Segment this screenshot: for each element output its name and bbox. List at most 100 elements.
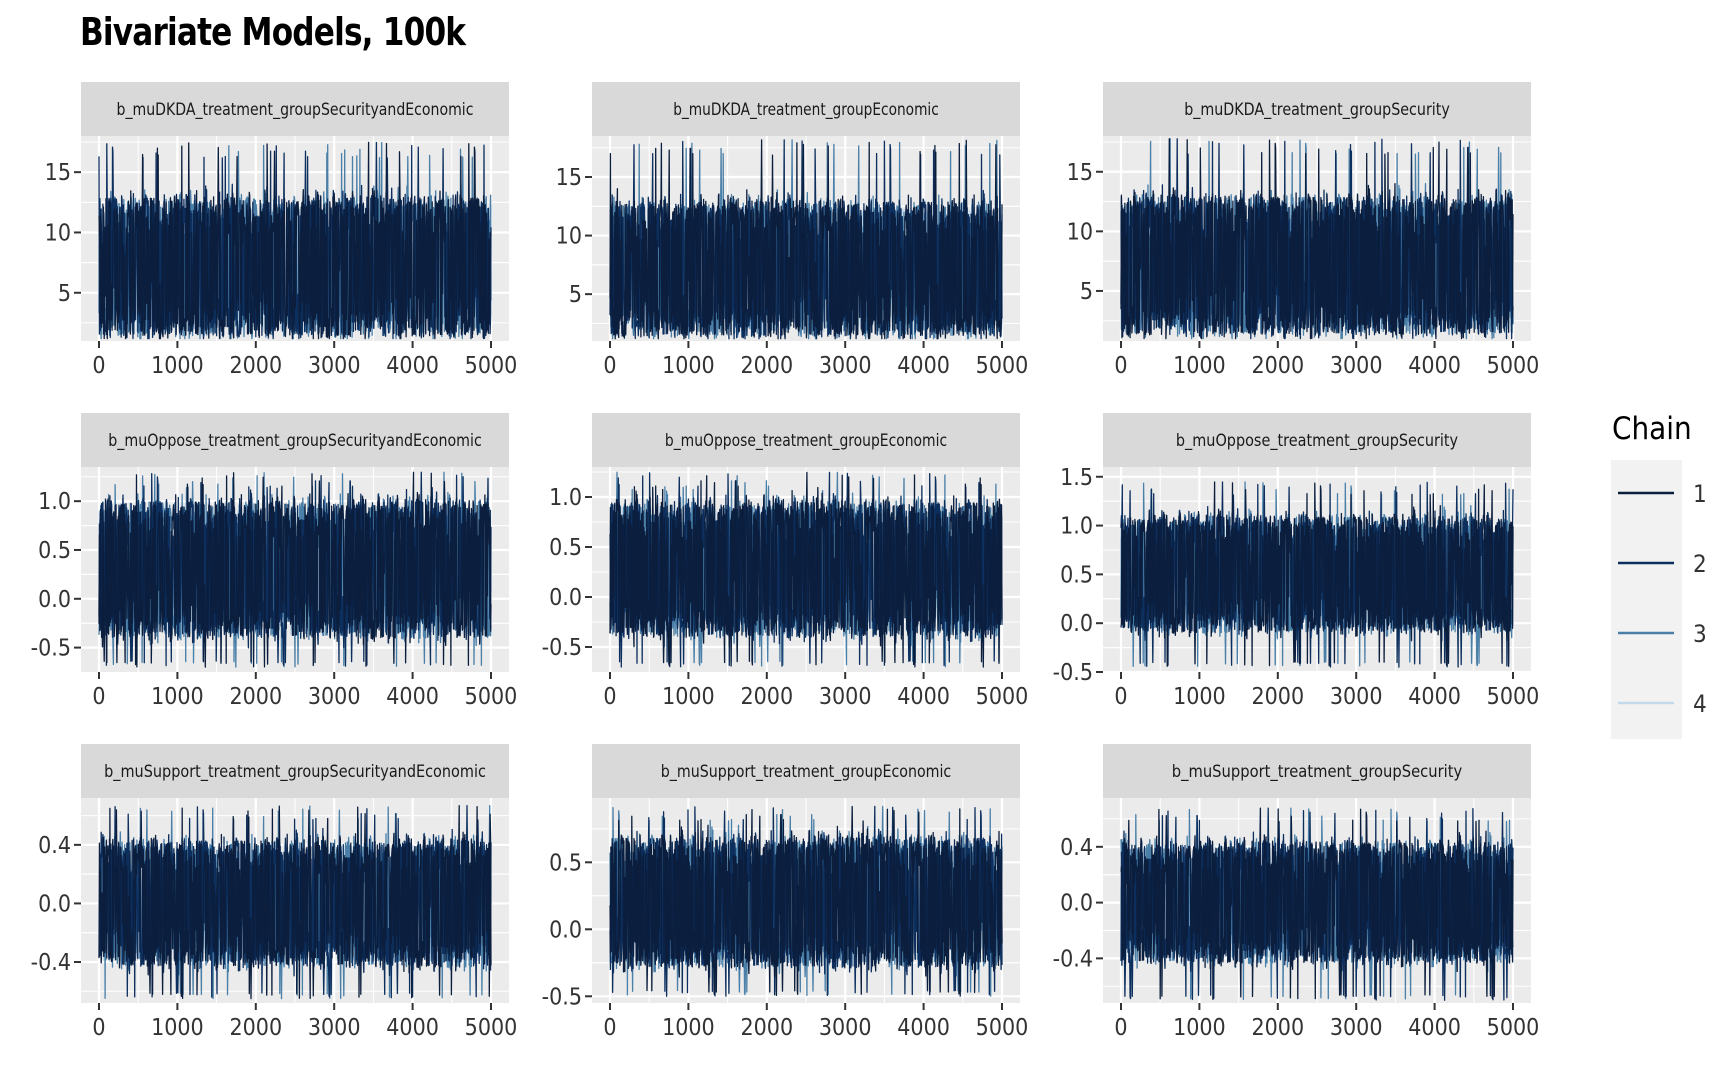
- facet-strip: [592, 744, 1020, 798]
- trace-chain-1: [1120, 481, 1514, 667]
- y-tick-label: 0.5: [549, 535, 582, 561]
- y-tick-label: 0.0: [1060, 891, 1093, 917]
- facet-strip: [1103, 413, 1531, 467]
- x-tick-label: 4000: [1408, 1015, 1461, 1041]
- y-tick-label: 0.4: [38, 833, 71, 859]
- x-tick-label: 3000: [308, 353, 361, 379]
- legend-label: 1: [1693, 480, 1707, 508]
- facet-strip: [592, 82, 1020, 136]
- y-tick-label: 0.0: [549, 917, 582, 943]
- facet-panel: b_muDKDA_treatment_groupSecurityandEcono…: [45, 82, 518, 379]
- trace-chain-1: [98, 141, 492, 340]
- x-tick-label: 5000: [465, 1015, 518, 1041]
- facet-title: b_muSupport_treatment_groupSecurityandEc…: [104, 762, 486, 782]
- x-tick-label: 2000: [1251, 353, 1304, 379]
- facet-title: b_muDKDA_treatment_groupSecurityandEcono…: [117, 100, 474, 120]
- y-tick-label: -0.4: [1053, 946, 1093, 972]
- y-tick-label: 5: [58, 281, 71, 307]
- x-tick-label: 5000: [976, 684, 1029, 710]
- legend-label: 3: [1693, 620, 1707, 648]
- x-tick-label: 5000: [976, 353, 1029, 379]
- x-tick-label: 0: [1114, 684, 1127, 710]
- y-tick-label: 10: [45, 220, 71, 246]
- y-tick-label: 5: [1080, 279, 1093, 305]
- x-tick-label: 5000: [1487, 684, 1540, 710]
- x-tick-label: 2000: [229, 353, 282, 379]
- x-tick-label: 4000: [897, 1015, 950, 1041]
- facet-panel: b_muDKDA_treatment_groupEconomic 5 10 15 0 10…: [556, 82, 1029, 379]
- y-tick-label: 0.5: [38, 538, 71, 564]
- trace-chain-1: [98, 471, 492, 668]
- trace-chain-1: [1120, 138, 1514, 340]
- y-tick-label: 0.0: [38, 891, 71, 917]
- x-tick-label: 5000: [465, 353, 518, 379]
- x-tick-label: 4000: [386, 1015, 439, 1041]
- x-tick-label: 1000: [662, 684, 715, 710]
- y-tick-label: 5: [569, 282, 582, 308]
- x-tick-label: 1000: [662, 353, 715, 379]
- x-tick-label: 3000: [1330, 1015, 1383, 1041]
- x-tick-label: 2000: [1251, 684, 1304, 710]
- trace-chain-1: [98, 805, 492, 1000]
- x-tick-label: 0: [92, 353, 105, 379]
- y-tick-label: 15: [1067, 160, 1093, 186]
- x-tick-label: 1000: [151, 1015, 204, 1041]
- y-tick-label: 1.0: [38, 489, 71, 515]
- x-tick-label: 1000: [1173, 1015, 1226, 1041]
- facet-title: b_muSupport_treatment_groupSecurity: [1172, 762, 1463, 782]
- y-tick-label: 15: [556, 165, 582, 191]
- x-tick-label: 2000: [229, 1015, 282, 1041]
- facet-strip: [1103, 744, 1531, 798]
- x-tick-label: 3000: [308, 1015, 361, 1041]
- x-tick-label: 3000: [1330, 353, 1383, 379]
- x-tick-label: 5000: [465, 684, 518, 710]
- x-tick-label: 2000: [740, 1015, 793, 1041]
- facet-title: b_muOppose_treatment_groupEconomic: [665, 431, 947, 451]
- x-tick-label: 0: [92, 1015, 105, 1041]
- x-tick-label: 4000: [1408, 684, 1461, 710]
- y-tick-label: 0.4: [1060, 835, 1093, 861]
- x-tick-label: 0: [603, 353, 616, 379]
- x-tick-label: 4000: [897, 684, 950, 710]
- x-tick-label: 1000: [1173, 353, 1226, 379]
- y-tick-label: -0.5: [542, 635, 582, 661]
- x-tick-label: 1000: [151, 353, 204, 379]
- x-tick-label: 5000: [1487, 353, 1540, 379]
- x-tick-label: 2000: [740, 353, 793, 379]
- x-tick-label: 0: [1114, 353, 1127, 379]
- legend-label: 2: [1693, 550, 1707, 578]
- trace-chain-1: [1120, 807, 1514, 1001]
- y-tick-label: 10: [1067, 219, 1093, 245]
- facet-title: b_muSupport_treatment_groupEconomic: [661, 762, 952, 782]
- facet-strip: [81, 82, 509, 136]
- x-tick-label: 2000: [740, 684, 793, 710]
- x-tick-label: 3000: [819, 1015, 872, 1041]
- facet-title: b_muDKDA_treatment_groupEconomic: [673, 100, 939, 120]
- facet-strip: [1103, 82, 1531, 136]
- y-tick-label: 0.5: [549, 850, 582, 876]
- y-tick-label: 0.0: [549, 585, 582, 611]
- trace-chain-2: [98, 141, 492, 340]
- y-tick-label: -0.4: [31, 950, 71, 976]
- facet-title: b_muOppose_treatment_groupSecurity: [1176, 431, 1458, 451]
- x-tick-label: 4000: [386, 684, 439, 710]
- facet-panel: b_muOppose_treatment_groupSecurity -0.5 0.…: [1053, 413, 1540, 710]
- legend-label: 4: [1693, 690, 1707, 718]
- facet-strip: [592, 413, 1020, 467]
- legend-key-background: [1611, 460, 1682, 739]
- y-tick-label: -0.5: [542, 984, 582, 1010]
- trace-chain-1: [609, 471, 1003, 668]
- y-tick-label: 10: [556, 224, 582, 250]
- x-tick-label: 5000: [976, 1015, 1029, 1041]
- x-tick-label: 1000: [151, 684, 204, 710]
- x-tick-label: 0: [603, 1015, 616, 1041]
- facet-panel: b_muDKDA_treatment_groupSecurity 5 10 15 0 10…: [1067, 82, 1540, 379]
- x-tick-label: 4000: [386, 353, 439, 379]
- facet-strip: [81, 744, 509, 798]
- x-tick-label: 1000: [1173, 684, 1226, 710]
- legend-title: Chain: [1612, 411, 1692, 447]
- y-tick-label: -0.5: [31, 636, 71, 662]
- x-tick-label: 3000: [308, 684, 361, 710]
- facet-panel: b_muSupport_treatment_groupEconomic -0.5 0…: [542, 744, 1029, 1041]
- y-tick-label: -0.5: [1053, 660, 1093, 686]
